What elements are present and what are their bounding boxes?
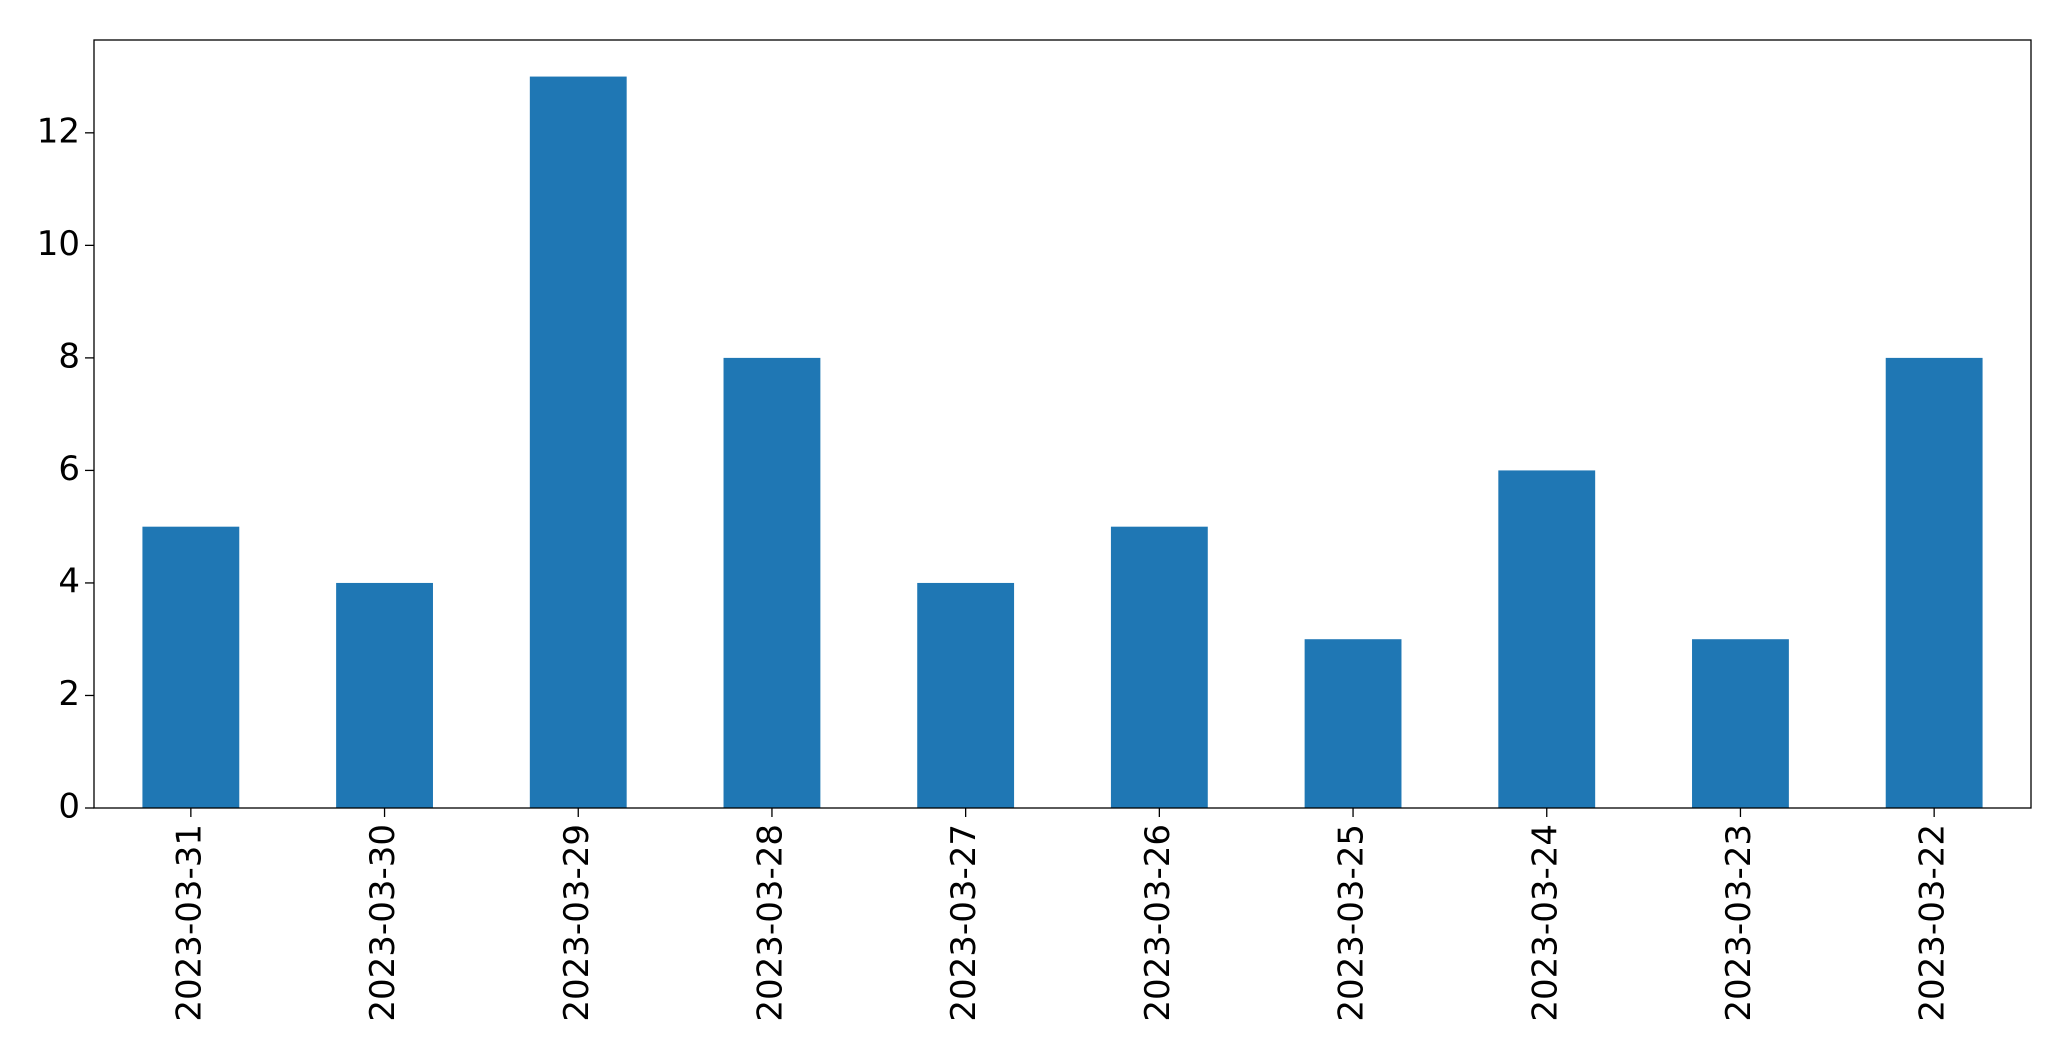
bar [142,526,240,808]
x-tick-label: 2023-03-28 [750,824,790,1022]
bar [1498,470,1596,808]
x-tick-label: 2023-03-27 [944,824,984,1022]
y-tick-label: 4 [58,561,80,601]
x-tick-label: 2023-03-31 [169,824,209,1022]
x-tick-label: 2023-03-30 [363,824,403,1022]
bar [1692,639,1789,808]
y-tick-label: 8 [58,336,80,376]
bar [1885,357,1983,808]
x-tick-label: 2023-03-25 [1332,824,1372,1022]
x-tick-label: 2023-03-24 [1525,824,1565,1022]
bar [1110,526,1208,808]
y-tick-label: 0 [58,787,80,827]
x-tick-label: 2023-03-23 [1719,824,1759,1022]
bar [1304,639,1402,808]
bar [336,582,433,808]
y-tick-label: 6 [58,449,80,489]
plot-frame [93,39,2032,809]
y-tick-label: 2 [58,674,80,714]
x-tick-label: 2023-03-29 [557,824,597,1022]
y-tick-label: 10 [37,224,80,264]
bar [917,582,1015,808]
bar [723,357,821,808]
x-tick-label: 2023-03-26 [1138,824,1178,1022]
x-tick-label: 2023-03-22 [1913,824,1953,1022]
y-tick-label: 12 [37,111,80,151]
bar [529,76,627,809]
